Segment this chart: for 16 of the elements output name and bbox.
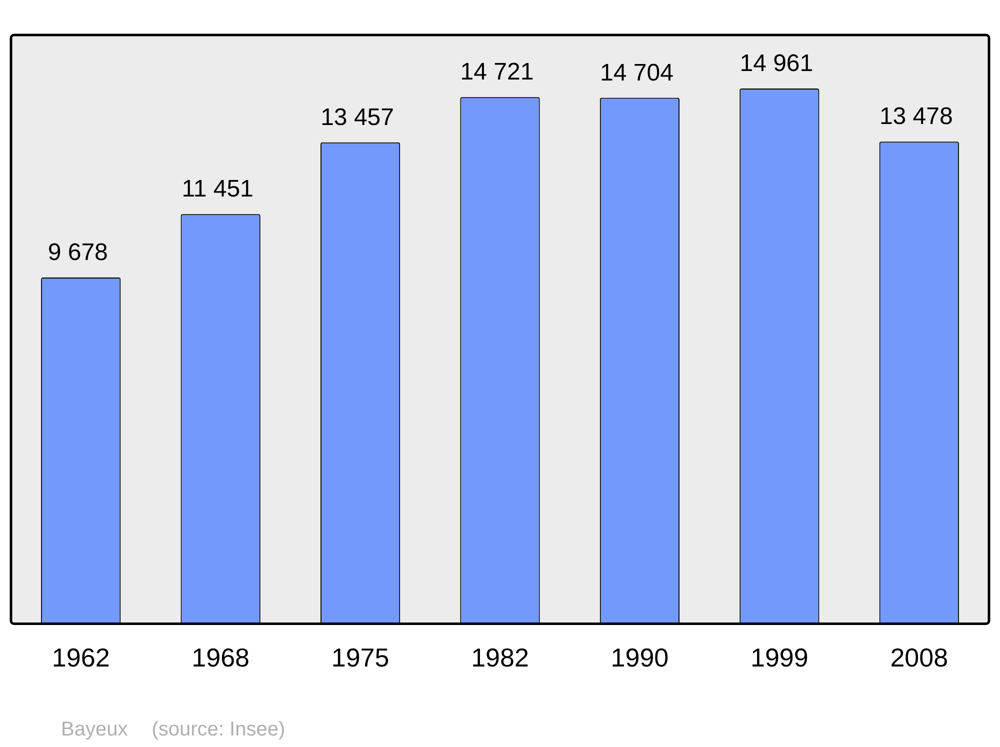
x-tick-label: 1962 (52, 642, 110, 673)
text: Bayeux (61, 718, 128, 741)
data-label: 13 478 (879, 103, 953, 130)
data-label: 11 451 (182, 176, 254, 203)
data-label: 14 704 (600, 59, 674, 86)
data-label: 14 961 (740, 50, 814, 78)
x-tick-label: 1982 (471, 642, 529, 673)
x-tick-label: 2008 (890, 642, 948, 673)
x-tick-label: 1999 (750, 642, 808, 673)
data-label: 13 457 (320, 104, 394, 131)
data-label: 9 678 (48, 239, 108, 266)
data-label: 14 721 (460, 58, 534, 86)
text: (source: Insee) (152, 718, 286, 741)
x-tick-label: 1975 (331, 642, 390, 673)
x-tick-label: 1990 (610, 642, 669, 673)
x-tick-label: 1968 (192, 642, 250, 673)
